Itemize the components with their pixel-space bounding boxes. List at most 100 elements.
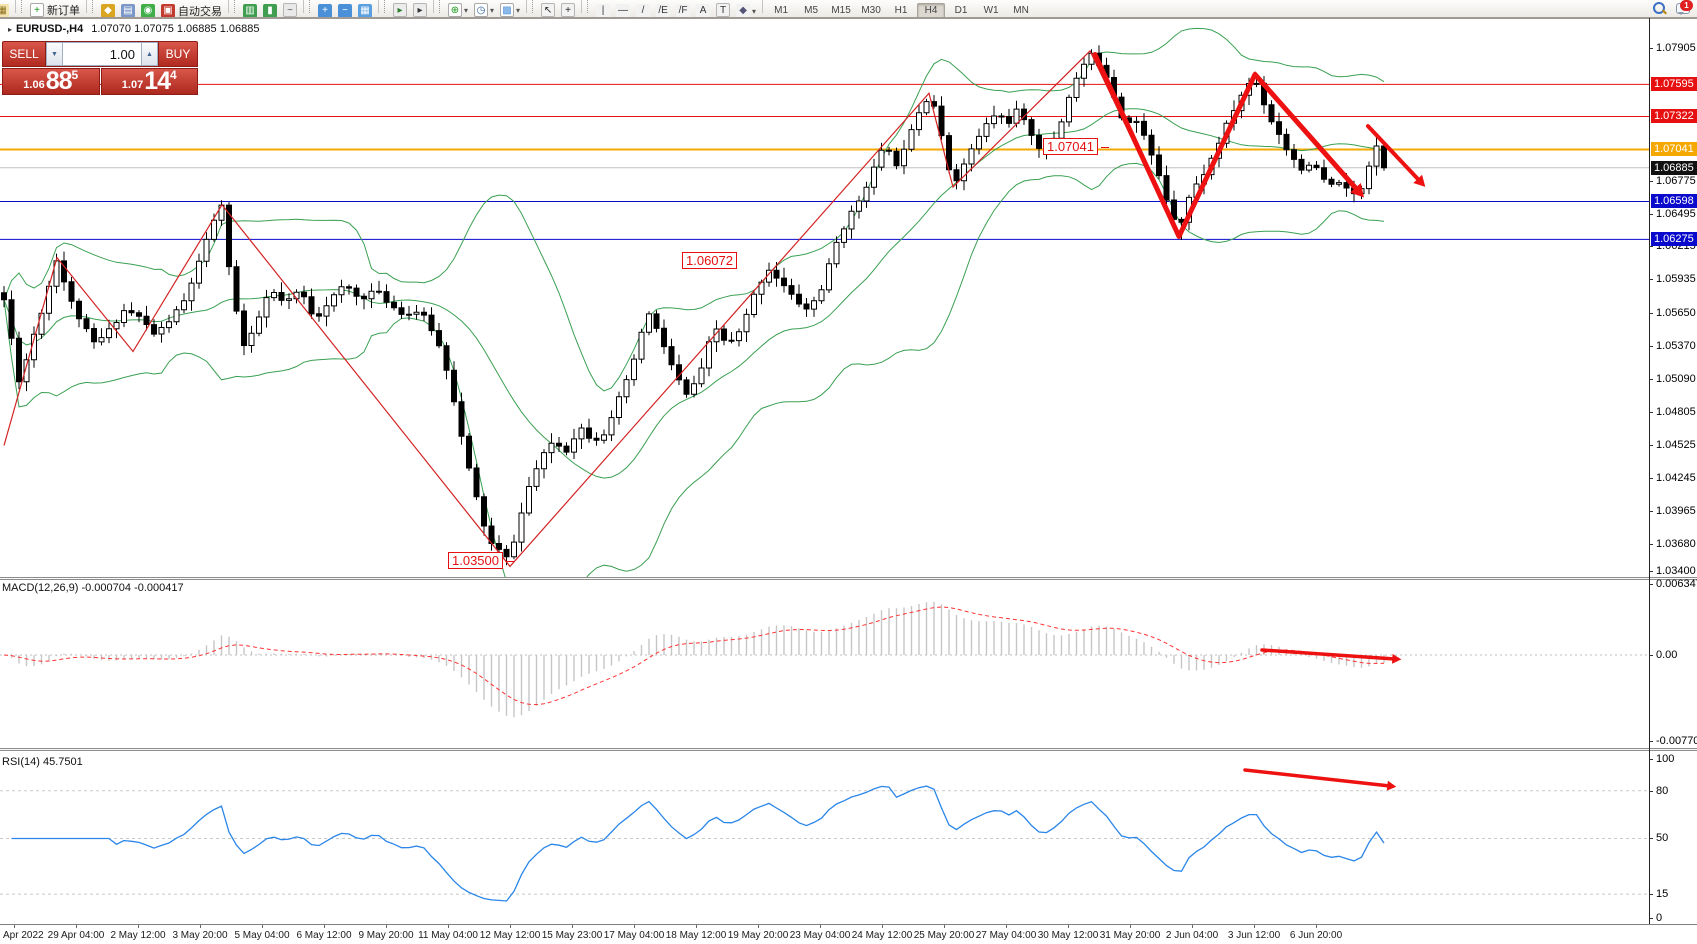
auto-trading-button[interactable]: ▣ 自动交易 [159, 3, 224, 18]
timeframe-W1[interactable]: W1 [983, 5, 999, 16]
toolbar-drag-handle [92, 0, 96, 13]
symbol-ohlc: 1.07070 1.07075 1.06885 1.06885 [91, 23, 260, 35]
chat-icon[interactable]: 1 [1676, 0, 1693, 15]
buy-price-sup: 4 [170, 68, 177, 82]
one-click-toggle-icon[interactable]: ▸ [8, 25, 13, 34]
timeframe-M15[interactable]: M15 [831, 5, 851, 16]
price-tick-mark [1649, 181, 1653, 182]
buy-button[interactable]: BUY [158, 41, 198, 67]
macd-histogram [10, 601, 1385, 718]
forecast-arrow[interactable] [1366, 124, 1422, 184]
auto-scroll-button[interactable]: ▸ [391, 2, 409, 18]
timeframe-M5[interactable]: M5 [804, 5, 819, 16]
new-order-button[interactable]: + 新订单 [28, 2, 82, 18]
forecast-arrow-head [1413, 174, 1426, 187]
volume-input[interactable] [63, 42, 141, 66]
periods-button[interactable]: ◷ ▾ [472, 2, 496, 18]
timeframe-M1[interactable]: M1 [774, 5, 789, 16]
fibonacci-tool-button[interactable]: /F [674, 3, 692, 18]
vertical-line-tool-button[interactable]: | [594, 3, 612, 18]
bollinger-lower [3, 162, 1385, 577]
text-label-tool-icon: T [716, 3, 731, 17]
time-tick-mark [1192, 925, 1193, 928]
trend-arrow[interactable] [1092, 52, 1361, 239]
bear-candles [1, 52, 1387, 558]
auto-trading-label: 自动交易 [178, 6, 222, 18]
volume-increase-button[interactable]: ▲ [141, 42, 158, 66]
macd-axis-label: 0.006347 [1656, 578, 1697, 590]
rsi-trend-arrow[interactable] [1243, 768, 1392, 788]
tile-windows-button[interactable]: ▦ [356, 3, 374, 18]
macd-trend-arrow[interactable] [1260, 648, 1397, 661]
price-axis-label: 1.04525 [1656, 439, 1696, 451]
timeframe-MN[interactable]: MN [1013, 5, 1029, 16]
signals-button[interactable]: ◉ [139, 3, 157, 18]
candle-mode-button[interactable]: ▮ [261, 3, 279, 18]
buy-price-prefix: 1.07 [121, 79, 144, 91]
fibonacci-tool-icon: /F [676, 4, 691, 18]
volume-decrease-button[interactable]: ▼ [46, 42, 63, 66]
time-tick-mark [634, 925, 635, 928]
buy-price-display[interactable]: 1.07 14 4 [100, 68, 198, 95]
time-axis-border [0, 924, 1697, 925]
candle-wicks [3, 45, 1385, 566]
timeframe-M30[interactable]: M30 [861, 5, 881, 16]
time-axis-label: 5 May 04:00 [234, 930, 290, 941]
price-badge-1.07322: 1.07322 [1651, 109, 1697, 123]
shapes-button[interactable]: ◆ ▾ [734, 3, 758, 18]
sell-price-display[interactable]: 1.06 88 5 [2, 68, 100, 95]
price-tick-mark [1649, 313, 1653, 314]
dropdown-caret-icon: ▾ [516, 5, 521, 15]
notification-badge: 1 [1680, 0, 1693, 11]
horizontal-line-tool-button[interactable]: — [614, 3, 632, 18]
toolbar-right: 1 [1653, 0, 1693, 15]
zoom-in-button[interactable]: + [316, 3, 334, 18]
chart-annotation-1.06072[interactable]: 1.06072 [682, 252, 737, 269]
line-chart-mode-button[interactable]: ~ [281, 2, 299, 18]
text-tool-button[interactable]: A [694, 3, 712, 18]
price-tick-mark [1649, 279, 1653, 280]
timeframe-H4[interactable]: H4 [917, 3, 946, 18]
bar-chart-mode-button[interactable]: ▥ [241, 3, 259, 18]
time-axis-label: 31 May 20:00 [1099, 930, 1161, 941]
toolbar-drag-handle [21, 0, 25, 13]
indicators-button[interactable]: ⊕ ▾ [446, 2, 470, 18]
price-tick-mark [1649, 214, 1653, 215]
horizontal-line-tool-icon: — [616, 4, 631, 18]
search-icon[interactable] [1653, 1, 1667, 15]
chart-annotation-1.07041[interactable]: 1.07041 [1043, 138, 1098, 155]
pane-separator [0, 577, 1697, 580]
toolbar-border [0, 17, 1697, 18]
rsi-axis-label: 50 [1656, 832, 1669, 844]
market-book-button[interactable]: ◆ [99, 3, 117, 18]
zigzag-line[interactable] [3, 49, 1363, 568]
macd-trend-arrow-head [1392, 653, 1402, 664]
volume-stepper: ▼ ▲ [46, 41, 158, 67]
price-axis-label: 1.03965 [1656, 505, 1696, 517]
sell-button[interactable]: SELL [2, 41, 46, 67]
equidistant-channel-tool-button[interactable]: /E [654, 3, 672, 18]
zoom-out-button[interactable]: − [336, 3, 354, 18]
templates-button[interactable]: ▩ ▾ [498, 2, 522, 18]
time-axis-label: 25 May 20:00 [913, 930, 975, 941]
price-badge-1.07041: 1.07041 [1651, 142, 1697, 156]
time-axis-label: 3 Jun 12:00 [1227, 930, 1281, 941]
chart-annotation-1.03500[interactable]: 1.03500 [448, 552, 503, 569]
timeframe-D1[interactable]: D1 [954, 5, 968, 16]
toolbar-drag-handle [439, 0, 443, 13]
text-label-tool-button[interactable]: T [714, 2, 732, 18]
accounts-button[interactable]: ▤ [119, 3, 137, 18]
price-axis-label: 1.05090 [1656, 373, 1696, 385]
chart-shift-button[interactable]: ▸ [411, 2, 429, 18]
zoom-out-icon: − [338, 4, 352, 18]
chart-window-button[interactable]: ▦ [0, 3, 11, 18]
timeframe-H1[interactable]: H1 [894, 5, 908, 16]
time-tick-mark [1130, 925, 1131, 928]
time-tick-mark [510, 925, 511, 928]
bar-chart-mode-icon: ▥ [243, 4, 257, 18]
cursor-button[interactable]: ↖ [539, 2, 557, 18]
crosshair-button[interactable]: + [559, 2, 577, 18]
trendline-tool-button[interactable]: / [634, 3, 652, 18]
one-click-trading-panel: SELL ▼ ▲ BUY 1.06 88 5 1.07 14 4 [2, 41, 198, 95]
